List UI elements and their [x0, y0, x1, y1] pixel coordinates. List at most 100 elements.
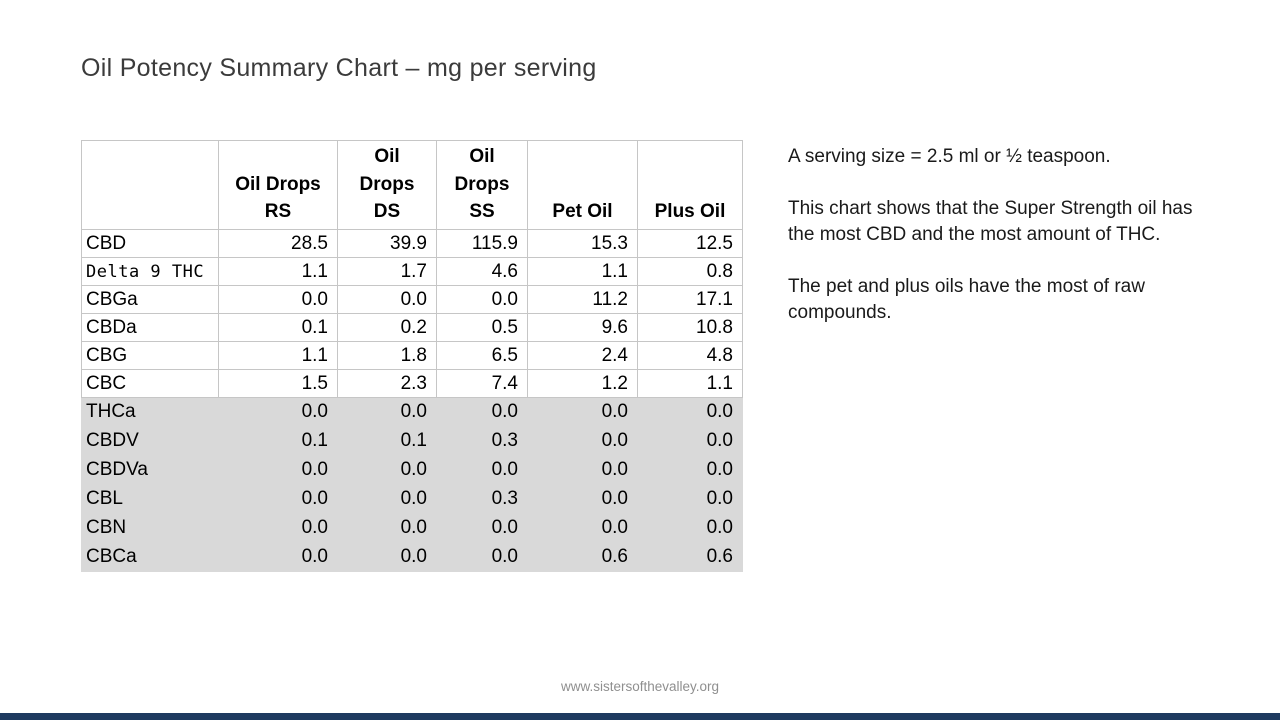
value-cell: 0.1	[218, 426, 338, 456]
value-cell: 2.3	[337, 369, 437, 398]
value-cell: 0.0	[527, 397, 638, 427]
value-cell: 1.5	[218, 369, 338, 398]
header-cell: Plus Oil	[637, 140, 743, 230]
value-cell: 15.3	[527, 229, 638, 258]
value-cell: 0.0	[218, 513, 338, 543]
value-cell: 0.0	[436, 397, 528, 427]
value-cell: 9.6	[527, 313, 638, 342]
table-header-row: Oil Drops RS Oil Drops DS Oil Drops SS Pet …	[81, 140, 743, 230]
table-row: CBDa 0.1 0.2 0.5 9.6 10.8	[81, 313, 743, 342]
value-cell: 1.1	[527, 257, 638, 286]
row-label: CBGa	[81, 285, 219, 314]
table-row: CBD 28.5 39.9 115.9 15.3 12.5	[81, 229, 743, 258]
row-label: Delta 9 THC	[81, 257, 219, 286]
table-row: Delta 9 THC 1.1 1.7 4.6 1.1 0.8	[81, 257, 743, 286]
value-cell: 6.5	[436, 341, 528, 370]
row-label: CBL	[81, 484, 219, 514]
value-cell: 1.7	[337, 257, 437, 286]
header-cell: Oil Drops SS	[436, 140, 528, 230]
table-row: THCa 0.0 0.0 0.0 0.0 0.0	[81, 397, 743, 427]
value-cell: 0.0	[337, 285, 437, 314]
value-cell: 0.0	[337, 397, 437, 427]
table-row: CBL 0.0 0.0 0.3 0.0 0.0	[81, 484, 743, 514]
value-cell: 1.1	[218, 341, 338, 370]
value-cell: 0.0	[637, 397, 743, 427]
table-row: CBDV 0.1 0.1 0.3 0.0 0.0	[81, 426, 743, 456]
value-cell: 1.8	[337, 341, 437, 370]
table-row: CBDVa 0.0 0.0 0.0 0.0 0.0	[81, 455, 743, 485]
row-label: CBDa	[81, 313, 219, 342]
value-cell: 0.0	[637, 426, 743, 456]
value-cell: 115.9	[436, 229, 528, 258]
value-cell: 0.0	[637, 455, 743, 485]
value-cell: 0.2	[337, 313, 437, 342]
value-cell: 1.1	[637, 369, 743, 398]
row-label: CBC	[81, 369, 219, 398]
value-cell: 11.2	[527, 285, 638, 314]
value-cell: 1.1	[218, 257, 338, 286]
value-cell: 4.8	[637, 341, 743, 370]
header-cell-empty	[81, 140, 219, 230]
value-cell: 0.3	[436, 484, 528, 514]
table-row: CBCa 0.0 0.0 0.0 0.6 0.6	[81, 542, 743, 572]
value-cell: 0.6	[527, 542, 638, 572]
potency-table: Oil Drops RS Oil Drops DS Oil Drops SS Pet …	[81, 140, 743, 572]
value-cell: 0.0	[527, 426, 638, 456]
value-cell: 2.4	[527, 341, 638, 370]
page-title: Oil Potency Summary Chart – mg per servi…	[81, 54, 597, 82]
notes-text-block: A serving size = 2.5 ml or ½ teaspoon. T…	[788, 144, 1272, 352]
value-cell: 0.0	[337, 513, 437, 543]
value-cell: 0.0	[527, 484, 638, 514]
bottom-accent-bar	[0, 713, 1280, 720]
row-label: THCa	[81, 397, 219, 427]
value-cell: 0.0	[218, 542, 338, 572]
row-label: CBD	[81, 229, 219, 258]
row-label: CBDV	[81, 426, 219, 456]
row-label: CBCa	[81, 542, 219, 572]
note-super-strength: This chart shows that the Super Strength…	[788, 198, 1193, 245]
value-cell: 0.0	[218, 285, 338, 314]
value-cell: 0.0	[337, 455, 437, 485]
value-cell: 28.5	[218, 229, 338, 258]
value-cell: 0.0	[218, 397, 338, 427]
value-cell: 0.0	[436, 455, 528, 485]
value-cell: 0.0	[337, 484, 437, 514]
value-cell: 0.0	[637, 484, 743, 514]
value-cell: 39.9	[337, 229, 437, 258]
value-cell: 0.0	[436, 285, 528, 314]
table-row: CBN 0.0 0.0 0.0 0.0 0.0	[81, 513, 743, 543]
value-cell: 0.0	[218, 484, 338, 514]
row-label: CBN	[81, 513, 219, 543]
value-cell: 17.1	[637, 285, 743, 314]
table-row: CBGa 0.0 0.0 0.0 11.2 17.1	[81, 285, 743, 314]
value-cell: 10.8	[637, 313, 743, 342]
footer-url: www.sistersofthevalley.org	[560, 679, 720, 694]
value-cell: 0.0	[527, 513, 638, 543]
value-cell: 0.1	[218, 313, 338, 342]
header-cell: Oil Drops DS	[337, 140, 437, 230]
value-cell: 0.0	[436, 542, 528, 572]
value-cell: 0.0	[218, 455, 338, 485]
value-cell: 0.0	[527, 455, 638, 485]
table-row: CBC 1.5 2.3 7.4 1.2 1.1	[81, 369, 743, 398]
value-cell: 0.5	[436, 313, 528, 342]
value-cell: 0.1	[337, 426, 437, 456]
row-label: CBG	[81, 341, 219, 370]
value-cell: 0.0	[637, 513, 743, 543]
value-cell: 0.3	[436, 426, 528, 456]
value-cell: 1.2	[527, 369, 638, 398]
value-cell: 0.8	[637, 257, 743, 286]
value-cell: 0.0	[436, 513, 528, 543]
value-cell: 12.5	[637, 229, 743, 258]
value-cell: 7.4	[436, 369, 528, 398]
note-serving-size: A serving size = 2.5 ml or ½ teaspoon.	[788, 146, 1111, 167]
row-label: CBDVa	[81, 455, 219, 485]
value-cell: 4.6	[436, 257, 528, 286]
value-cell: 0.0	[337, 542, 437, 572]
table-row: CBG 1.1 1.8 6.5 2.4 4.8	[81, 341, 743, 370]
value-cell: 0.6	[637, 542, 743, 572]
note-raw-compounds: The pet and plus oils have the most of r…	[788, 276, 1145, 323]
header-cell: Oil Drops RS	[218, 140, 338, 230]
header-cell: Pet Oil	[527, 140, 638, 230]
